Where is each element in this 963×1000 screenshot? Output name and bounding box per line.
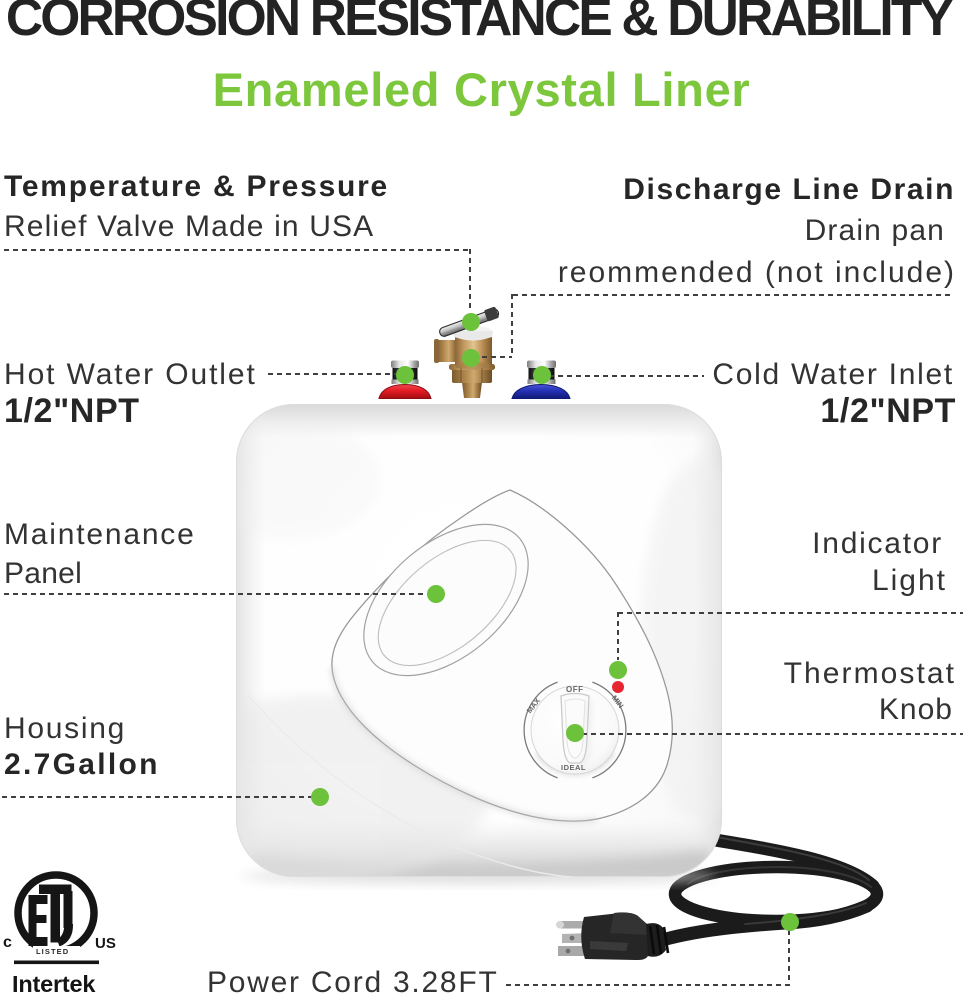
svg-text:c: c [3, 934, 12, 951]
svg-text:LISTED: LISTED [36, 947, 69, 956]
svg-text:Intertek: Intertek [12, 971, 96, 997]
svg-text:OFF: OFF [566, 685, 584, 694]
svg-text:US: US [95, 935, 116, 952]
svg-text:IDEAL: IDEAL [561, 763, 586, 772]
